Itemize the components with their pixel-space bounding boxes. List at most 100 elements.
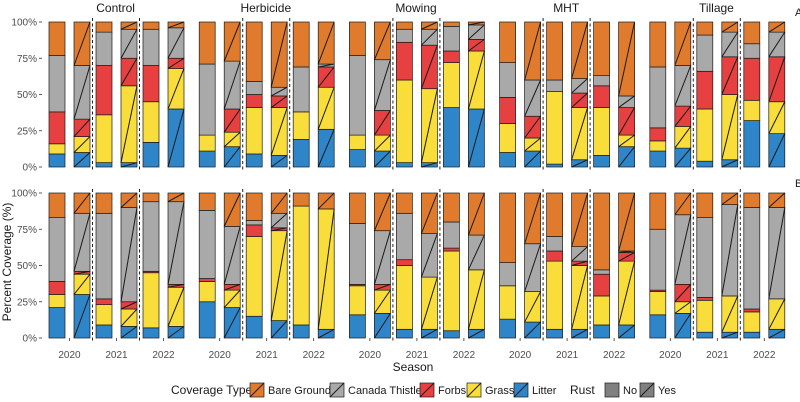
rust-hatch-line [270, 320, 288, 339]
y-axis-title: Percent Coverage (%) [0, 203, 14, 322]
bar-segment-bare-ground [198, 21, 216, 65]
rust-hatch-line [270, 154, 288, 168]
rust-hatch-line [768, 133, 786, 168]
rust-hatch-line [270, 95, 288, 108]
rust-hatch-line [721, 21, 739, 33]
bar-segment-canada-thistle [499, 62, 516, 98]
rust-hatch-line [73, 270, 91, 275]
bar-segment-canada-thistle [95, 212, 113, 300]
rust-hatch-line [618, 192, 636, 252]
bar-segment-forbs [48, 111, 66, 145]
bar-segment-grass [443, 62, 460, 108]
bar-segment-grass [198, 281, 216, 303]
bar-segment-bare-ground [593, 192, 610, 271]
bar-segment-canada-thistle [142, 201, 160, 272]
bar-segment-litter [349, 149, 366, 168]
legend-label: Bare Ground [268, 385, 331, 397]
bar-segment-grass [48, 294, 66, 308]
bar-segment-litter [245, 315, 263, 339]
x-tick-label: 2020 [659, 350, 682, 361]
rust-hatch-line [270, 212, 288, 229]
bar-segment-canada-thistle [499, 262, 516, 287]
bar-segment-forbs [546, 250, 563, 262]
rust-hatch-line [421, 162, 438, 168]
rust-hatch-line [721, 204, 739, 297]
bar-segment-litter [142, 327, 160, 339]
rust-hatch-line [421, 21, 438, 30]
bar-segment-litter [743, 120, 761, 168]
bar-segment-forbs [593, 85, 610, 108]
bar-segment-bare-ground [499, 21, 516, 63]
bar-segment-forbs [743, 308, 761, 313]
bar-segment-litter [546, 163, 563, 168]
bar-segment-grass [696, 299, 714, 333]
rust-hatch-line [223, 192, 241, 227]
rust-hatch-line [768, 298, 786, 330]
rust-hatch-line [674, 105, 692, 127]
y-tick-label: 50% [17, 261, 37, 272]
rust-hatch-line [223, 21, 241, 62]
bar-segment-bare-ground [48, 192, 66, 218]
bar-segment-bare-ground [349, 21, 366, 56]
x-tick-label: 2022 [753, 350, 776, 361]
bar-segment-bare-ground [546, 21, 563, 81]
rust-hatch-line [618, 21, 636, 97]
bar-segment-litter [649, 150, 667, 168]
bar-segment-forbs [198, 278, 216, 282]
rust-hatch-line [524, 137, 541, 152]
rust-hatch-line [768, 101, 786, 134]
bar-segment-grass [292, 205, 310, 326]
rust-hatch-line [270, 107, 288, 156]
rust-hatch-line [768, 328, 786, 339]
bar-segment-grass [48, 143, 66, 155]
bar-segment-grass [95, 304, 113, 326]
rust-hatch-line [420, 276, 438, 330]
bar-segment-canada-thistle [743, 207, 761, 310]
bar-segment-bare-ground [546, 192, 563, 237]
bar-segment-bare-ground [396, 192, 413, 214]
rust-hatch-line [467, 234, 485, 271]
x-tick-label: 2022 [152, 350, 175, 361]
row-label: B [795, 178, 800, 190]
bar-segment-forbs [245, 94, 263, 108]
bar-segment-bare-ground [245, 21, 263, 82]
rust-hatch-line [167, 192, 185, 203]
bar-segment-bare-ground [696, 21, 714, 36]
rust-hatch-line [373, 313, 391, 339]
rust-hatch-line [468, 24, 485, 40]
bar-segment-canada-thistle [649, 66, 667, 129]
rust-hatch-line [373, 192, 391, 231]
legend-label: No [623, 385, 637, 397]
rust-hatch-line [768, 207, 786, 299]
rust-hatch-line [618, 107, 636, 136]
bar-segment-canada-thistle [443, 221, 460, 249]
bar-segment-bare-ground [349, 192, 366, 224]
rust-hatch-line [120, 325, 138, 339]
bar-segment-canada-thistle [349, 223, 366, 285]
rust-hatch-line [120, 21, 138, 30]
y-tick-label: 0% [23, 334, 38, 345]
bar-segment-litter [396, 328, 413, 339]
rust-hatch-line [420, 233, 438, 278]
bar-segment-bare-ground [443, 192, 460, 223]
bar-segment-canada-thistle [48, 54, 66, 113]
rust-hatch-line [120, 162, 138, 168]
rust-hatch-line [317, 87, 335, 130]
bar-segment-forbs [443, 247, 460, 252]
rust-hatch-line [421, 28, 438, 46]
rust-hatch-line [73, 192, 91, 214]
legend-title-rust: Rust [570, 383, 595, 397]
rust-hatch-line [468, 38, 485, 52]
legend-label: Yes [658, 385, 676, 397]
rust-hatch-line [223, 60, 241, 110]
rust-hatch-line [223, 226, 241, 285]
rust-hatch-line [120, 57, 138, 87]
x-tick-label: 2021 [406, 350, 429, 361]
rust-hatch-line [73, 65, 91, 120]
bar-segment-forbs [696, 297, 714, 301]
rust-hatch-line [721, 295, 739, 333]
rust-hatch-line [73, 273, 91, 295]
bar-segment-forbs [142, 65, 160, 103]
rust-hatch-line [571, 260, 588, 266]
rust-hatch-line [373, 59, 391, 111]
